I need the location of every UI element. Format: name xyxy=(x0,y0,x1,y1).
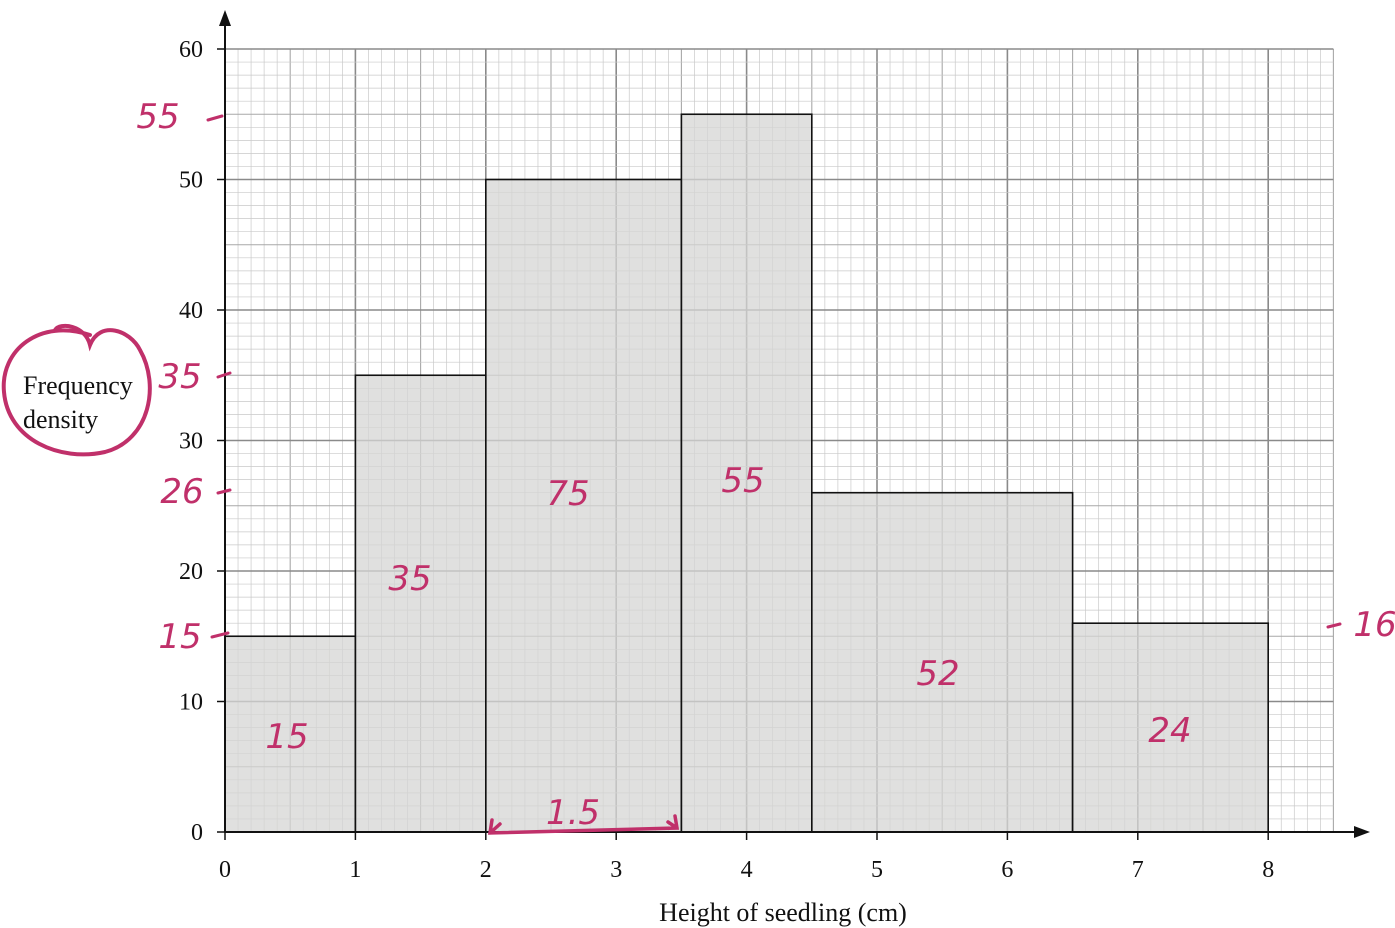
y-axis-label-line2: density xyxy=(23,405,98,434)
axis-mark-annotation: 55 xyxy=(136,97,179,137)
frequency-annotation: 52 xyxy=(916,654,959,694)
axis-mark-annotation: 16 xyxy=(1353,605,1395,645)
y-tick-label: 40 xyxy=(179,298,203,324)
y-tick-label: 60 xyxy=(179,37,203,63)
x-tick-label: 1 xyxy=(349,857,361,883)
frequency-annotation: 75 xyxy=(546,474,589,514)
histogram-bars xyxy=(224,113,1269,833)
y-tick-label: 20 xyxy=(179,559,203,585)
axis-mark-annotation: 26 xyxy=(160,472,203,512)
width-label-annotation: 1.5 xyxy=(546,793,600,833)
frequency-annotation: 35 xyxy=(388,559,431,599)
histogram-bar-3 xyxy=(680,113,813,833)
x-tick-label: 3 xyxy=(610,857,622,883)
y-tick-label: 10 xyxy=(179,690,203,716)
histogram-bar-4 xyxy=(810,491,1074,833)
axis-mark-annotation: 15 xyxy=(158,617,201,657)
axes xyxy=(219,10,1370,838)
y-tick-labels: 0 10 20 30 40 50 60 xyxy=(179,37,225,846)
frequency-annotation: 55 xyxy=(721,461,764,501)
y-axis-arrow xyxy=(219,10,231,26)
x-tick-label: 0 xyxy=(219,857,231,883)
y-tick-label: 50 xyxy=(179,168,203,194)
x-tick-label: 7 xyxy=(1132,857,1144,883)
histogram-bar-5 xyxy=(1071,622,1269,833)
frequency-annotation: 15 xyxy=(265,717,308,757)
handwritten-axis-marks: 55 35 26 15 16 xyxy=(136,97,1395,657)
x-axis-arrow xyxy=(1354,826,1370,838)
histogram-bar-2 xyxy=(484,178,683,833)
axis-mark-annotation: 35 xyxy=(158,357,201,397)
histogram-bar-0 xyxy=(224,635,357,833)
y-axis-label-line1: Frequency xyxy=(23,371,133,400)
x-tick-label: 8 xyxy=(1262,857,1274,883)
width-bracket-annotation xyxy=(487,814,680,835)
histogram-bar-1 xyxy=(354,374,487,833)
x-tick-label: 4 xyxy=(741,857,753,883)
x-tick-label: 2 xyxy=(480,857,492,883)
ylabel-circle-annotation xyxy=(1,323,152,457)
x-tick-labels: 0 1 2 3 4 5 6 7 8 xyxy=(219,832,1274,883)
x-axis-label: Height of seedling (cm) xyxy=(659,898,907,927)
frequency-annotation: 24 xyxy=(1148,711,1191,751)
y-tick-label: 0 xyxy=(191,820,203,846)
handwritten-frequency-labels: 15 35 75 55 52 24 xyxy=(265,461,1191,757)
handwritten-tick-marks xyxy=(206,114,1342,639)
x-tick-label: 6 xyxy=(1001,857,1013,883)
y-tick-label: 30 xyxy=(179,429,203,455)
x-tick-label: 5 xyxy=(871,857,883,883)
